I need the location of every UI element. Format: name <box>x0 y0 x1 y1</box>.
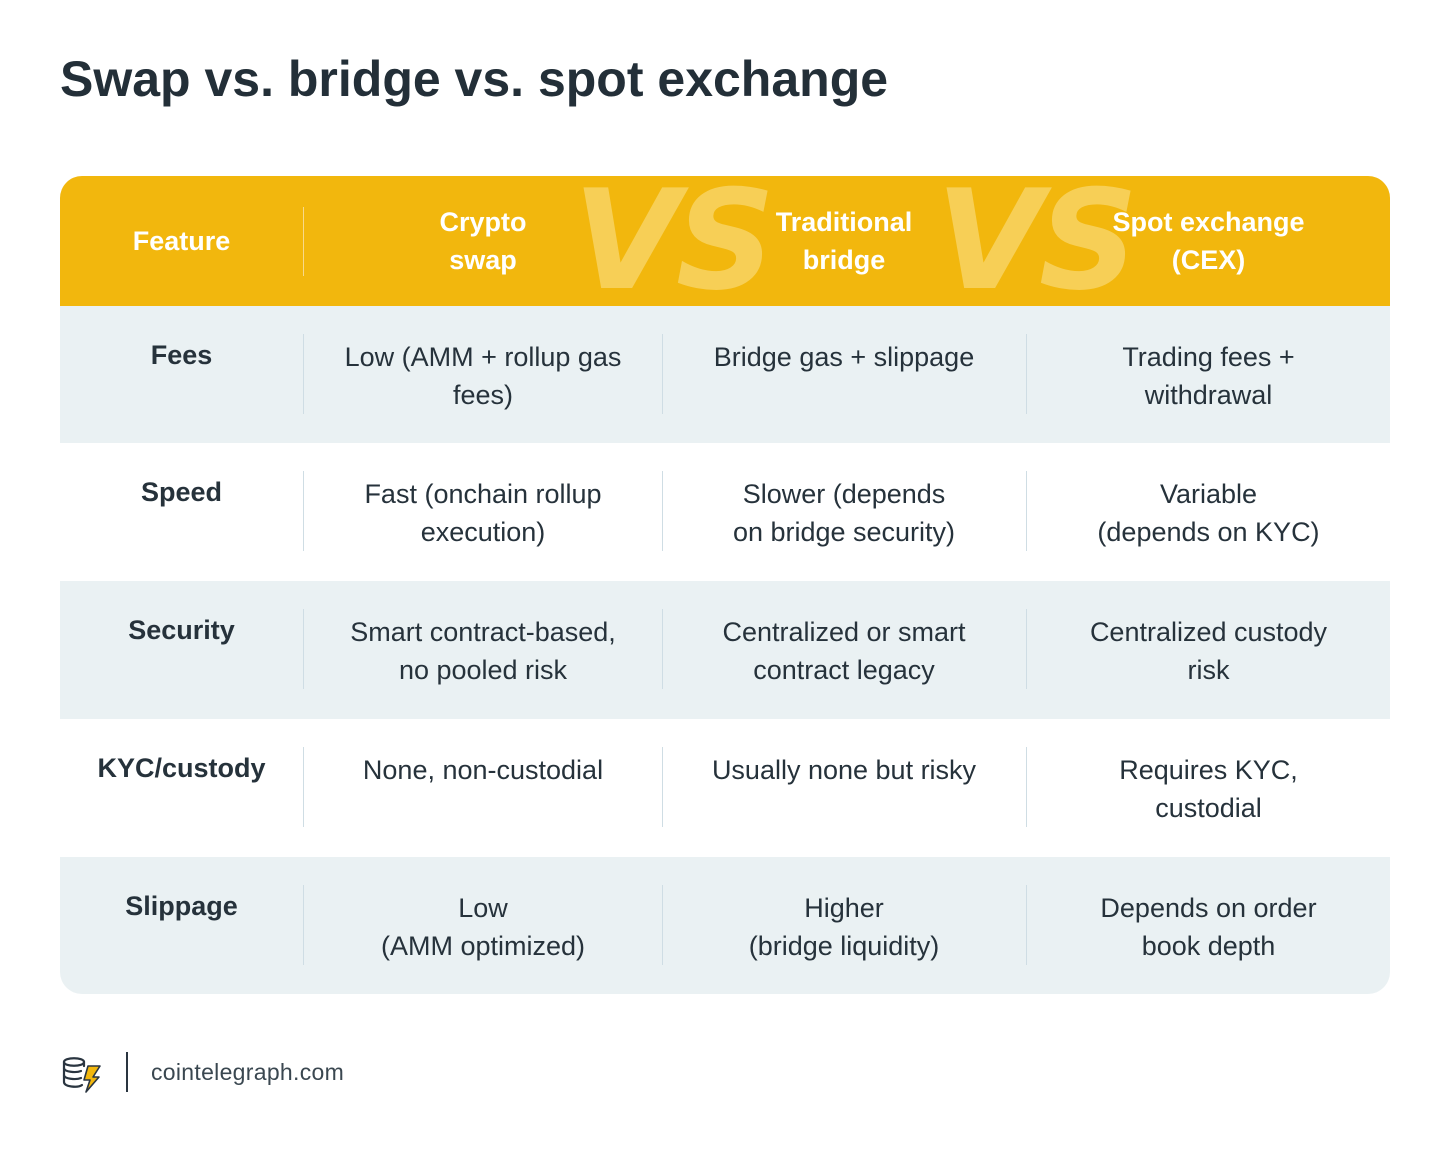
cell-line: contract legacy <box>753 655 935 685</box>
table-row: Speed Fast (onchain rollup execution) Slowe… <box>60 443 1390 581</box>
table-row: Fees Low (AMM + rollup gas fees) Bridge gas… <box>60 306 1390 443</box>
cell-line: fees) <box>452 380 514 410</box>
header-divider <box>303 207 304 276</box>
header-line: swap <box>449 245 517 275</box>
cell-line: Usually none but risky <box>711 755 977 785</box>
row-label: Fees <box>150 340 213 370</box>
comparison-table: VS VS Feature Crypto swap Traditional br… <box>60 176 1390 994</box>
footer: cointelegraph.com <box>60 1050 344 1094</box>
cell-line: Higher <box>804 893 884 923</box>
header-line: (CEX) <box>1171 245 1246 275</box>
cell-line: Low (AMM + rollup gas <box>344 342 622 372</box>
cell-line: Trading fees + <box>1122 342 1295 372</box>
column-divider <box>1026 334 1027 414</box>
cell-line: on bridge security) <box>732 517 956 547</box>
column-divider <box>303 609 304 689</box>
column-divider <box>662 747 663 827</box>
row-label: Slippage <box>125 891 238 921</box>
cell-line: no pooled risk <box>398 655 568 685</box>
table-row: Slippage Low (AMM optimized) Higher (bridge … <box>60 857 1390 994</box>
column-divider <box>662 471 663 551</box>
column-divider <box>662 609 663 689</box>
cell-line: (bridge liquidity) <box>748 931 940 961</box>
page-title: Swap vs. bridge vs. spot exchange <box>60 51 889 107</box>
header-traditional-bridge: Traditional bridge <box>663 176 1025 306</box>
cell-line: withdrawal <box>1144 380 1273 410</box>
table-cell: Requires KYC, custodial <box>1027 751 1390 827</box>
cell-line: execution) <box>420 517 546 547</box>
cell-line: risk <box>1187 655 1230 685</box>
column-divider <box>1026 609 1027 689</box>
header-feature-label: Feature <box>132 226 231 256</box>
cell-line: Fast (onchain rollup <box>364 479 602 509</box>
column-divider <box>303 885 304 965</box>
table-cell: Low (AMM optimized) <box>304 889 662 965</box>
cell-line: custodial <box>1155 793 1262 823</box>
vs-watermark: VS <box>573 176 775 321</box>
table-cell: Slower (depends on bridge security) <box>663 475 1025 551</box>
table-cell: Trading fees + withdrawal <box>1027 338 1390 414</box>
header-line: Traditional <box>775 207 913 237</box>
column-divider <box>1026 471 1027 551</box>
vs-watermark: VS <box>936 176 1138 321</box>
table-cell: Usually none but risky <box>663 751 1025 789</box>
header-line: bridge <box>802 245 886 275</box>
row-label: KYC/custody <box>97 753 266 783</box>
table-cell: Depends on order book depth <box>1027 889 1390 965</box>
cell-line: Requires KYC, <box>1119 755 1298 785</box>
header-line: Crypto <box>439 207 527 237</box>
column-divider <box>1026 747 1027 827</box>
table-cell: Higher (bridge liquidity) <box>663 889 1025 965</box>
cointelegraph-logo-icon <box>62 1057 101 1093</box>
footer-divider <box>126 1052 128 1092</box>
table-cell: Bridge gas + slippage <box>663 338 1025 376</box>
cell-line: Bridge gas + slippage <box>713 342 975 372</box>
column-divider <box>1026 885 1027 965</box>
cell-line: (AMM optimized) <box>380 931 586 961</box>
cell-line: None, non-custodial <box>362 755 604 785</box>
table-cell: Centralized custody risk <box>1027 613 1390 689</box>
table-cell: Fast (onchain rollup execution) <box>304 475 662 551</box>
table-cell: Centralized or smart contract legacy <box>663 613 1025 689</box>
row-label: Security <box>128 615 235 645</box>
table-cell: None, non-custodial <box>304 751 662 789</box>
table-cell: Low (AMM + rollup gas fees) <box>304 338 662 414</box>
table-cell: Smart contract-based, no pooled risk <box>304 613 662 689</box>
row-label: Speed <box>140 477 223 507</box>
cell-line: Centralized or smart <box>722 617 966 647</box>
cell-line: book depth <box>1141 931 1276 961</box>
header-feature: Feature <box>60 176 303 306</box>
cell-line: Depends on order <box>1100 893 1317 923</box>
header-line: Spot exchange <box>1112 207 1305 237</box>
cell-line: Variable <box>1159 479 1258 509</box>
column-divider <box>303 334 304 414</box>
cell-line: Low <box>458 893 508 923</box>
column-divider <box>303 747 304 827</box>
cell-line: Centralized custody <box>1089 617 1328 647</box>
table-header: VS VS Feature Crypto swap Traditional br… <box>60 176 1390 321</box>
header-crypto-swap: Crypto swap <box>304 176 662 306</box>
cell-line: Smart contract-based, <box>350 617 616 647</box>
table-row: Security Smart contract-based, no pooled r… <box>60 581 1390 719</box>
column-divider <box>662 334 663 414</box>
cell-line: (depends on KYC) <box>1097 517 1320 547</box>
site-link[interactable]: cointelegraph.com <box>151 1058 345 1085</box>
column-divider <box>662 885 663 965</box>
table-cell: Variable (depends on KYC) <box>1027 475 1390 551</box>
table-row: KYC/custody None, non-custodial Usually no… <box>60 719 1390 857</box>
header-spot-exchange: Spot exchange (CEX) <box>1027 176 1390 306</box>
cell-line: Slower (depends <box>742 479 946 509</box>
column-divider <box>303 471 304 551</box>
